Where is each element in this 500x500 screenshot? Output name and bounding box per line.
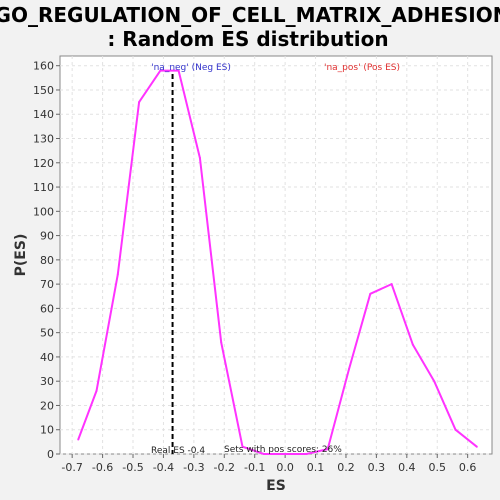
y-tick-label: 130	[33, 133, 54, 146]
x-tick-label: 0.4	[398, 461, 416, 474]
plot-area	[59, 55, 493, 455]
es-data-point	[198, 156, 201, 159]
real-es-label: Real ES -0.4	[151, 446, 205, 456]
es-data-point	[159, 69, 162, 72]
x-tick-label: -0.6	[92, 461, 113, 474]
es-distribution-line	[77, 69, 478, 455]
y-tick-label: 60	[40, 302, 54, 315]
x-tick-label: -0.2	[214, 461, 235, 474]
es-data-point	[241, 445, 244, 448]
x-tick-label: 0.5	[428, 461, 446, 474]
es-data-point	[177, 69, 180, 72]
y-tick-label: 160	[33, 60, 54, 73]
x-tick-label: -0.5	[122, 461, 143, 474]
pos-scores-label: Sets with pos scores: 26%	[224, 445, 342, 455]
chart-title-line-2: : Random ES distribution	[107, 27, 388, 51]
es-data-point	[348, 368, 351, 371]
es-data-point	[116, 273, 119, 276]
y-tick-label: 50	[40, 327, 54, 340]
es-data-point	[454, 428, 457, 431]
x-tick-label: -0.7	[61, 461, 82, 474]
x-tick-label: 0.1	[307, 461, 325, 474]
y-axis-title: P(ES)	[13, 234, 29, 277]
es-data-point	[77, 438, 80, 441]
y-tick-label: 10	[40, 424, 54, 437]
es-data-point	[326, 448, 329, 451]
x-tick-label: -0.1	[244, 461, 265, 474]
y-tick-label: 20	[40, 399, 54, 412]
grid-layer	[60, 56, 492, 455]
es-data-point	[369, 292, 372, 295]
es-data-point	[138, 101, 141, 104]
es-data-point	[305, 453, 308, 455]
x-tick-label: 0.6	[459, 461, 477, 474]
y-tick-label: 100	[33, 205, 54, 218]
tick-layer: -0.7 -0.6 -0.5 -0.4 -0.3 -0.2 -0.1 0.0 0.1 0.2 0.3…	[33, 60, 476, 474]
chart-title-line-1: GO_REGULATION_OF_CELL_MATRIX_ADHESION	[0, 3, 500, 27]
y-tick-label: 0	[47, 448, 54, 461]
x-tick-label: 0.0	[276, 461, 294, 474]
es-data-point	[475, 445, 478, 448]
es-data-point	[433, 380, 436, 383]
es-data-point	[390, 283, 393, 286]
x-tick-label: 0.3	[368, 461, 386, 474]
series-layer	[77, 69, 478, 455]
y-tick-label: 120	[33, 157, 54, 170]
y-tick-label: 80	[40, 254, 54, 267]
x-tick-label: 0.2	[337, 461, 355, 474]
y-tick-label: 90	[40, 230, 54, 243]
y-tick-label: 150	[33, 84, 54, 97]
x-axis-title: ES	[266, 478, 286, 494]
y-tick-label: 70	[40, 278, 54, 291]
es-data-point	[95, 389, 98, 392]
y-tick-label: 30	[40, 375, 54, 388]
es-data-point	[284, 453, 287, 455]
x-tick-label: -0.4	[153, 461, 174, 474]
y-tick-label: 110	[33, 181, 54, 194]
y-tick-label: 40	[40, 351, 54, 364]
y-tick-label: 140	[33, 108, 54, 121]
es-data-point	[411, 343, 414, 346]
x-tick-label: -0.3	[183, 461, 204, 474]
es-data-point	[220, 341, 223, 344]
es-data-point	[262, 453, 265, 455]
pos-es-label: 'na_pos' (Pos ES)	[324, 63, 400, 73]
neg-es-label: 'na_neg' (Neg ES)	[151, 63, 231, 73]
